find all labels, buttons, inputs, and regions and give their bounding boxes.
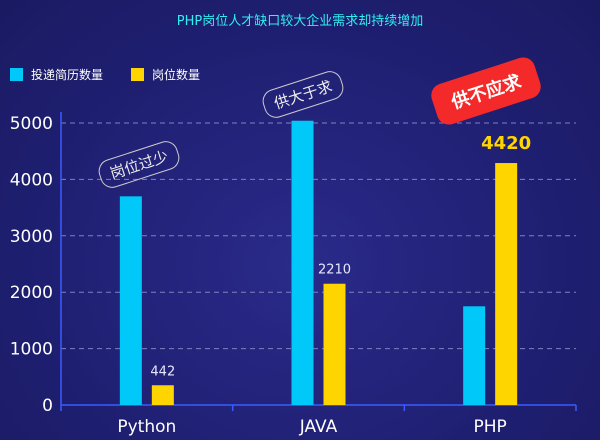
bar-resumes bbox=[119, 196, 142, 405]
data-label: 2210 bbox=[318, 263, 351, 278]
legend-swatch bbox=[131, 68, 145, 81]
bar-resumes bbox=[463, 306, 486, 405]
legend-item-positions[interactable]: 岗位数量 bbox=[131, 66, 200, 83]
legend: 投递简历数量 岗位数量 bbox=[10, 66, 200, 83]
bar-resumes bbox=[291, 120, 314, 405]
legend-swatch bbox=[10, 68, 23, 81]
legend-label: 投递简历数量 bbox=[31, 68, 104, 82]
legend-label: 岗位数量 bbox=[152, 68, 201, 82]
legend-item-resumes[interactable]: 投递简历数量 bbox=[10, 66, 103, 83]
y-tick-label: 0 bbox=[42, 396, 53, 416]
x-tick-label: Python bbox=[117, 417, 176, 437]
bar-positions bbox=[151, 385, 174, 405]
y-tick-label: 2000 bbox=[10, 283, 53, 303]
bar-positions bbox=[323, 283, 346, 405]
y-tick-label: 5000 bbox=[10, 114, 53, 134]
chart-title: PHP岗位人才缺口较大企业需求却持续增加 bbox=[176, 14, 424, 29]
bar-positions bbox=[495, 163, 518, 405]
x-tick-label: JAVA bbox=[299, 417, 338, 437]
y-tick-label: 1000 bbox=[10, 340, 53, 360]
y-tick-label: 3000 bbox=[10, 227, 53, 247]
x-tick-label: PHP bbox=[474, 417, 507, 437]
y-tick-label: 4000 bbox=[10, 170, 53, 190]
data-label: 4420 bbox=[481, 133, 531, 154]
data-label: 442 bbox=[150, 364, 175, 379]
